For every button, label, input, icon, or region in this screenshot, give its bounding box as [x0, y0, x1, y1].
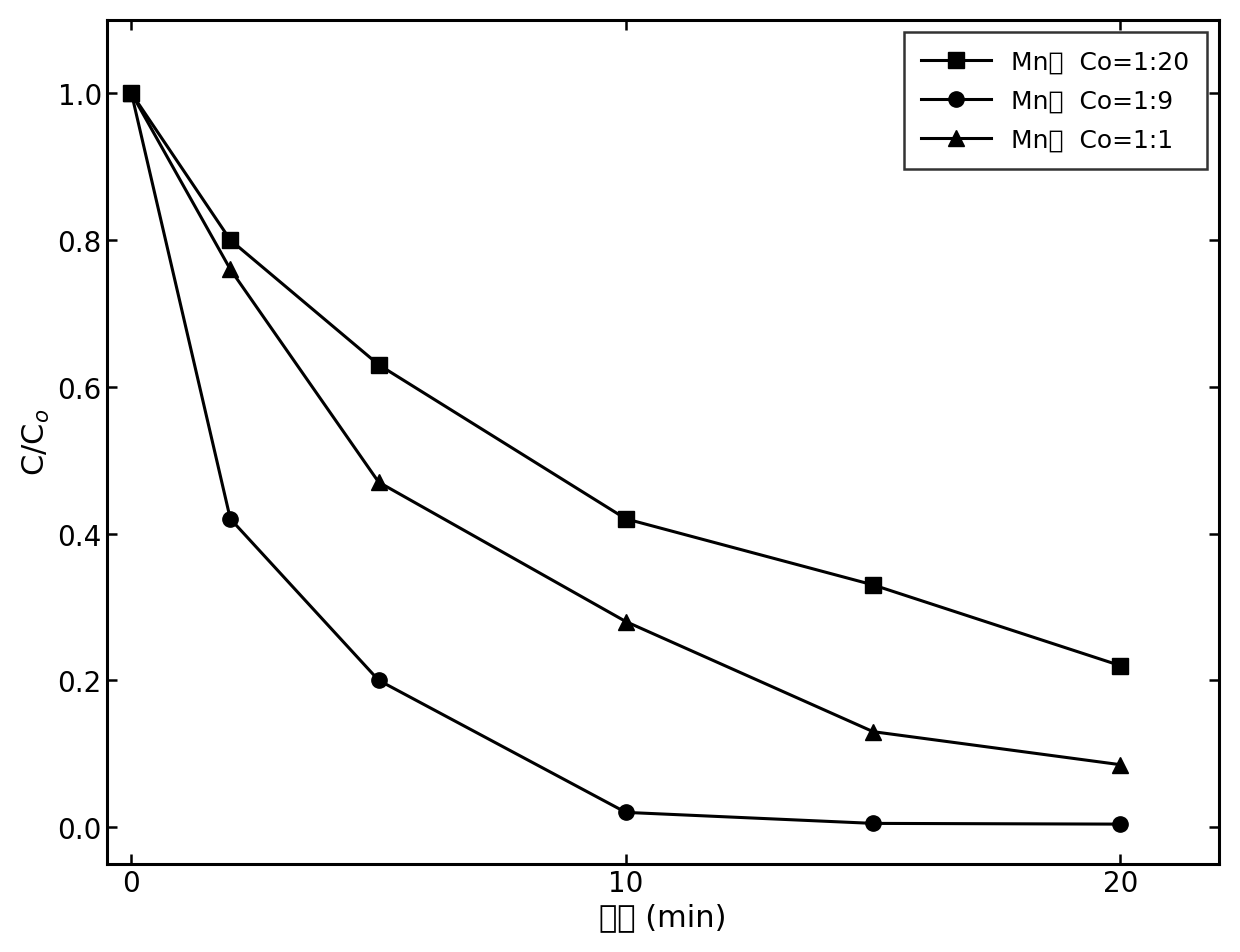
Y-axis label: C/C$_o$: C/C$_o$ [21, 408, 52, 476]
Legend: Mn：  Co=1:20, Mn：  Co=1:9, Mn：  Co=1:1: Mn： Co=1:20, Mn： Co=1:9, Mn： Co=1:1 [904, 33, 1207, 170]
Mn：  Co=1:20 [124, 89, 139, 100]
Mn：  Co=1:1 [124, 89, 139, 100]
Mn：  Co=1:9 [619, 806, 634, 818]
Mn：  Co=1:1 [1112, 759, 1127, 770]
Mn：  Co=1:20 [1112, 660, 1127, 671]
Mn：  Co=1:1 [619, 616, 634, 627]
Mn：  Co=1:9 [371, 675, 386, 686]
Mn：  Co=1:9 [866, 818, 880, 829]
Mn：  Co=1:9 [223, 513, 238, 525]
Mn：  Co=1:20 [619, 513, 634, 525]
Mn：  Co=1:9 [124, 89, 139, 100]
Mn：  Co=1:1 [866, 726, 880, 738]
Mn：  Co=1:1 [371, 477, 386, 488]
Mn：  Co=1:1 [223, 265, 238, 276]
Mn：  Co=1:9 [1112, 819, 1127, 830]
Line: Mn：  Co=1:20: Mn： Co=1:20 [124, 87, 1128, 674]
Mn：  Co=1:20 [371, 360, 386, 371]
Mn：  Co=1:20 [866, 580, 880, 591]
Line: Mn：  Co=1:1: Mn： Co=1:1 [124, 87, 1128, 772]
Mn：  Co=1:20 [223, 235, 238, 247]
Line: Mn：  Co=1:9: Mn： Co=1:9 [124, 87, 1128, 832]
X-axis label: 时间 (min): 时间 (min) [599, 902, 727, 931]
